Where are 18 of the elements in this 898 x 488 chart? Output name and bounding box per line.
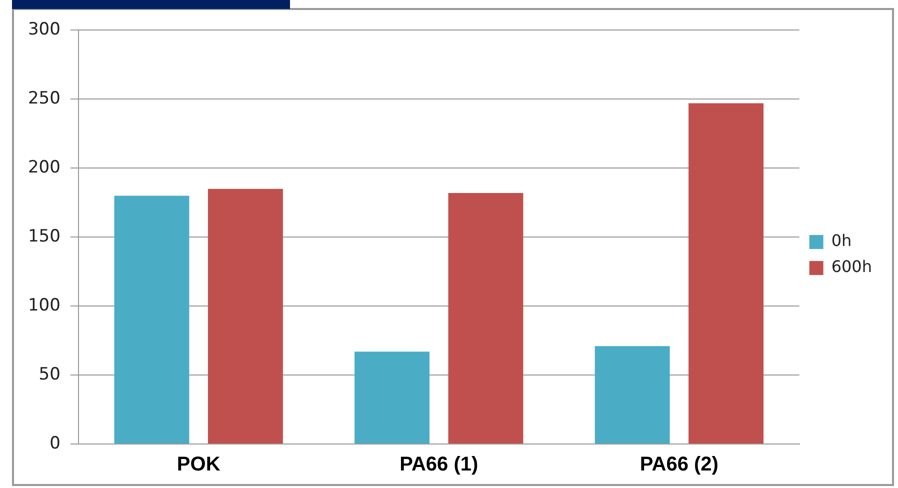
bar (208, 188, 283, 444)
y-tick-label: 0 (50, 433, 60, 454)
x-tick-label: POK (176, 454, 221, 476)
x-tick-label: PA66 (1) (400, 454, 478, 476)
y-tick-label: 150 (28, 226, 60, 247)
bar (594, 346, 670, 444)
x-tick-label: PA66 (2) (640, 454, 718, 476)
y-tick-label: 50 (38, 364, 60, 384)
y-tick-label: 250 (28, 88, 60, 109)
y-tick-label: 200 (28, 158, 60, 178)
bar (448, 192, 524, 444)
legend-label: 0h (831, 231, 852, 250)
y-tick-label: 300 (28, 20, 60, 40)
y-tick-label: 100 (28, 295, 60, 316)
bar (114, 196, 190, 444)
bar (688, 103, 764, 444)
legend-label: 600h (831, 257, 872, 276)
bar (354, 352, 430, 444)
